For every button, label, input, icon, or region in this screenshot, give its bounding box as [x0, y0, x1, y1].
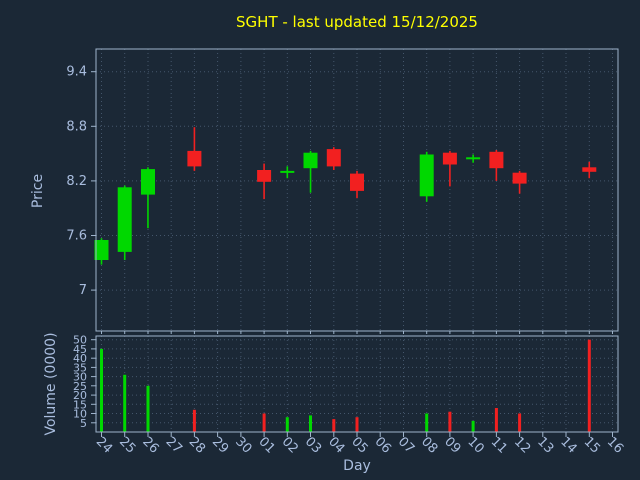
- svg-text:08: 08: [418, 434, 440, 456]
- svg-text:04: 04: [325, 434, 347, 456]
- svg-text:14: 14: [557, 434, 579, 456]
- svg-text:29: 29: [209, 434, 231, 456]
- svg-text:28: 28: [186, 434, 208, 456]
- svg-text:8.2: 8.2: [66, 174, 87, 189]
- svg-text:20: 20: [73, 389, 87, 402]
- svg-text:13: 13: [534, 434, 556, 456]
- volume-axis-label: Volume (0000): [43, 332, 59, 436]
- svg-text:02: 02: [279, 434, 301, 456]
- svg-text:24: 24: [93, 434, 115, 456]
- svg-text:30: 30: [73, 371, 87, 384]
- svg-text:16: 16: [604, 434, 626, 456]
- svg-text:25: 25: [73, 380, 87, 393]
- svg-text:15: 15: [73, 398, 87, 411]
- chart-title: SGHT - last updated 15/12/2025: [236, 13, 478, 31]
- price-axis-label: Price: [30, 173, 46, 209]
- svg-text:26: 26: [139, 434, 161, 456]
- svg-text:7: 7: [79, 283, 87, 298]
- svg-text:7.6: 7.6: [66, 229, 87, 244]
- svg-text:9.4: 9.4: [66, 65, 87, 80]
- svg-text:25: 25: [116, 434, 138, 456]
- svg-text:5: 5: [80, 417, 87, 430]
- svg-text:27: 27: [163, 434, 185, 456]
- svg-text:50: 50: [73, 334, 87, 347]
- x-axis-label: Day: [343, 458, 371, 474]
- svg-text:11: 11: [488, 434, 510, 456]
- svg-text:30: 30: [232, 434, 254, 456]
- svg-text:05: 05: [348, 434, 370, 456]
- svg-text:10: 10: [73, 408, 87, 421]
- svg-text:06: 06: [372, 434, 394, 456]
- svg-text:12: 12: [511, 434, 533, 456]
- svg-text:09: 09: [441, 434, 463, 456]
- svg-text:07: 07: [395, 434, 417, 456]
- svg-text:03: 03: [302, 434, 324, 456]
- svg-text:01: 01: [255, 434, 277, 456]
- svg-text:40: 40: [73, 352, 87, 365]
- svg-text:8.8: 8.8: [66, 119, 87, 134]
- svg-text:45: 45: [73, 343, 87, 356]
- svg-text:10: 10: [464, 434, 486, 456]
- svg-text:35: 35: [73, 361, 87, 374]
- svg-text:15: 15: [581, 434, 603, 456]
